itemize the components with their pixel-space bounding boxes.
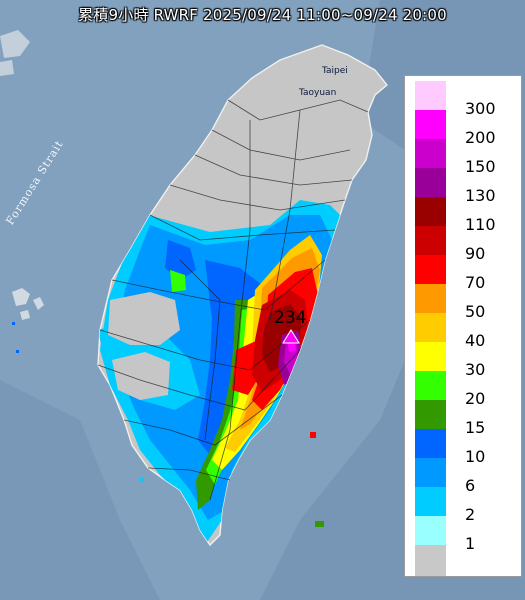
legend-label: 30 [465, 360, 486, 379]
legend-swatch [415, 516, 446, 547]
legend-label: 200 [465, 128, 496, 147]
legend-label: 130 [465, 186, 496, 205]
legend-label: 1 [465, 534, 476, 553]
legend-swatch [415, 197, 446, 228]
legend-swatch [415, 313, 446, 344]
legend-label: 15 [465, 418, 486, 437]
place-label-taoyuan: Taoyuan [299, 88, 337, 98]
legend-swatch [415, 487, 446, 518]
legend-swatch [415, 429, 446, 460]
legend-swatch [415, 110, 446, 141]
map-title: 累積9小時 RWRF 2025/09/24 11:00~09/24 20:00 [78, 6, 447, 24]
legend-label: 6 [465, 476, 476, 495]
legend-swatch [415, 342, 446, 373]
legend-swatch [415, 284, 446, 315]
rainfall-legend: 300 200 150 130 110 90 70 50 40 30 20 15 10 6 2 1 [404, 75, 522, 577]
legend-label: 90 [465, 244, 486, 263]
max-rainfall-marker [282, 329, 300, 344]
legend-label: 70 [465, 273, 486, 292]
legend-swatch [415, 255, 446, 286]
boundaries [97, 99, 369, 501]
max-rainfall-value: 234 [274, 308, 307, 328]
legend-label: 50 [465, 302, 486, 321]
legend-swatch [415, 139, 446, 170]
legend-swatch [415, 168, 446, 199]
northwest-islets [0, 30, 30, 76]
legend-label: 150 [465, 157, 496, 176]
legend-swatch [415, 226, 446, 257]
rainfall-overlay [98, 200, 345, 545]
legend-label: 40 [465, 331, 486, 350]
legend-label: 10 [465, 447, 486, 466]
legend-label: 110 [465, 215, 496, 234]
legend-swatch [415, 458, 446, 489]
place-label-taipei: Taipei [322, 66, 348, 76]
legend-swatch [415, 400, 446, 431]
legend-label: 2 [465, 505, 476, 524]
legend-label: 20 [465, 389, 486, 408]
penghu-islands [12, 288, 44, 320]
legend-swatch [415, 81, 446, 112]
offshore-rain-cell [310, 432, 316, 438]
legend-label: 300 [465, 99, 496, 118]
legend-swatch [415, 545, 446, 576]
legend-swatch [415, 371, 446, 402]
